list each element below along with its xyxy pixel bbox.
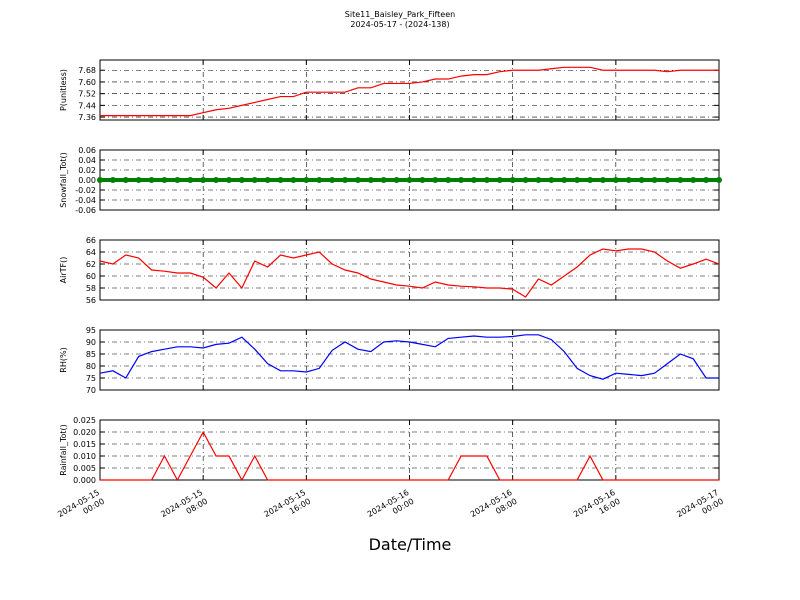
y-tick-label: 0.025 (73, 416, 96, 425)
data-point (612, 177, 619, 183)
data-point (509, 177, 516, 183)
data-point (367, 177, 374, 183)
data-point (625, 177, 632, 183)
data-point (264, 177, 271, 183)
data-point (406, 177, 413, 183)
y-tick-label: 62 (86, 260, 96, 269)
data-point (651, 177, 658, 183)
data-point (419, 177, 426, 183)
data-point (187, 177, 194, 183)
data-point (342, 177, 349, 183)
data-point (445, 177, 452, 183)
y-axis-label: Snowfall_Tot() (59, 152, 68, 208)
y-tick-label: 7.44 (78, 101, 96, 110)
y-tick-label: 0.04 (78, 156, 96, 165)
data-point (109, 177, 116, 183)
chart-title: Site11_Baisley_Park_Fifteen (345, 10, 455, 19)
y-tick-label: 7.60 (78, 78, 96, 87)
data-point (703, 177, 710, 183)
data-point (354, 177, 361, 183)
y-tick-label: 95 (86, 326, 96, 335)
data-point (548, 177, 555, 183)
data-point (380, 177, 387, 183)
data-point (393, 177, 400, 183)
data-point (599, 177, 606, 183)
y-tick-label: -0.04 (75, 196, 96, 205)
data-point (664, 177, 671, 183)
y-tick-label: 70 (86, 386, 96, 395)
y-axis-label: RH(%) (59, 347, 68, 372)
y-tick-label: 64 (86, 248, 96, 257)
data-point (587, 177, 594, 183)
y-tick-label: -0.06 (75, 206, 96, 215)
data-point (122, 177, 129, 183)
data-point (329, 177, 336, 183)
data-point (225, 177, 232, 183)
y-tick-label: 0.02 (78, 166, 96, 175)
data-point (561, 177, 568, 183)
data-point (522, 177, 529, 183)
data-line (100, 66, 719, 117)
chart-subtitle: 2024-05-17 - (2024-138) (350, 20, 449, 29)
y-tick-label: 7.52 (78, 90, 96, 99)
data-line (100, 430, 719, 482)
data-point (535, 177, 542, 183)
y-tick-label: 0.005 (73, 464, 96, 473)
y-tick-label: 7.68 (78, 66, 96, 75)
data-point (483, 177, 490, 183)
y-tick-label: -0.02 (75, 186, 96, 195)
y-tick-label: 0.010 (73, 452, 96, 461)
data-point (148, 177, 155, 183)
y-axis-label: AirTF() (59, 257, 68, 284)
data-point (316, 177, 323, 183)
y-tick-label: 75 (86, 374, 96, 383)
data-point (432, 177, 439, 183)
data-point (174, 177, 181, 183)
data-point (213, 177, 220, 183)
data-point (251, 177, 258, 183)
y-tick-label: 0.020 (73, 428, 96, 437)
data-point (97, 177, 103, 183)
data-line (99, 334, 719, 380)
data-point (716, 177, 722, 183)
data-point (135, 177, 142, 183)
y-tick-label: 90 (86, 338, 96, 347)
data-line (99, 248, 720, 298)
data-point (290, 177, 297, 183)
data-point (496, 177, 503, 183)
y-axis-label: P(unitless) (59, 69, 68, 111)
data-point (690, 177, 697, 183)
y-tick-label: 7.36 (78, 113, 96, 122)
y-tick-label: 56 (86, 296, 96, 305)
data-point (574, 177, 581, 183)
y-tick-label: 0.00 (78, 176, 96, 185)
data-point (303, 177, 310, 183)
y-tick-label: 0.000 (73, 476, 96, 485)
y-axis-label: Rainfall_Tot() (59, 424, 68, 476)
data-point (161, 177, 168, 183)
y-tick-label: 66 (86, 236, 96, 245)
data-point (638, 177, 645, 183)
y-tick-label: 58 (86, 284, 96, 293)
x-axis-label: Date/Time (369, 535, 452, 554)
data-point (238, 177, 245, 183)
data-point (677, 177, 684, 183)
data-point (277, 177, 284, 183)
data-point (458, 177, 465, 183)
data-point (200, 177, 207, 183)
y-tick-label: 0.06 (78, 146, 96, 155)
y-tick-label: 0.015 (73, 440, 96, 449)
y-tick-label: 85 (86, 350, 96, 359)
y-tick-label: 60 (86, 272, 96, 281)
data-point (470, 177, 477, 183)
y-tick-label: 80 (86, 362, 96, 371)
